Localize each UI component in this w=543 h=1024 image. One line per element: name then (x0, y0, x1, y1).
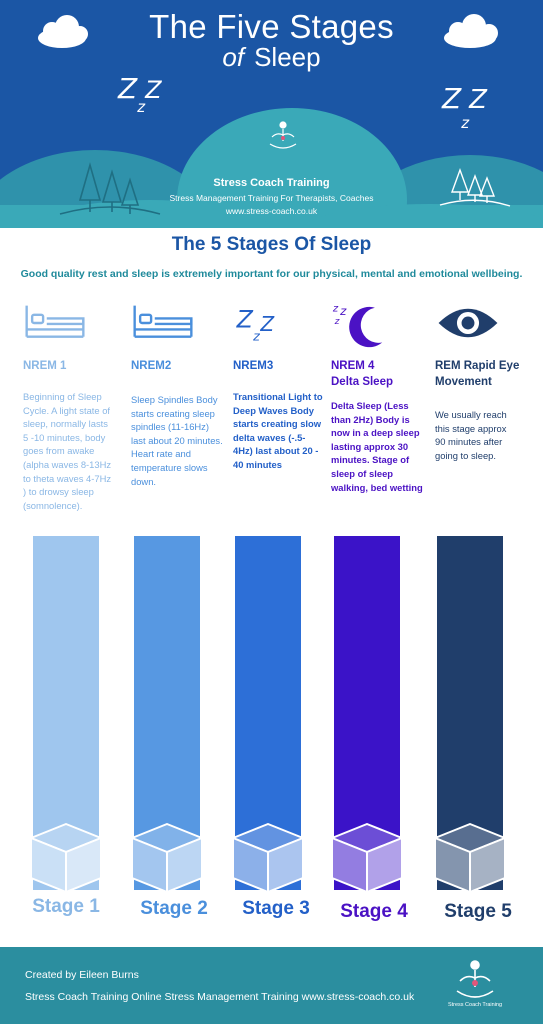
tree-icon (439, 167, 511, 207)
stage-description: Delta Sleep (Less than 2Hz) Body is now … (331, 400, 423, 493)
zzz-icon: ZzZ (442, 82, 487, 132)
brand-tagline: Stress Management Training For Therapist… (169, 193, 374, 203)
stage-name: NREM 4 Delta Sleep (331, 360, 393, 388)
stage-label: Stage 5 (444, 901, 512, 922)
title-of: of (222, 42, 245, 72)
brand-url[interactable]: www.stress-coach.co.uk (225, 206, 318, 216)
logo-icon (269, 121, 297, 149)
header-banner: The Five Stages of Sleep ZzZ ZzZ Stress C… (0, 0, 543, 228)
stage-name: NREM3 (233, 360, 274, 372)
cube-icon (434, 823, 506, 893)
bed-icon (131, 300, 223, 356)
svg-text:z: z (252, 329, 260, 344)
svg-text:Z: Z (259, 312, 275, 336)
stage-name: NREM2 (131, 360, 172, 372)
intro-text: Good quality rest and sleep is extremely… (20, 268, 523, 280)
header-scenery (0, 14, 543, 228)
svg-text:z: z (332, 303, 339, 314)
svg-text:z: z (339, 304, 347, 318)
footer-text: Stress Coach Training Online Stress Mana… (25, 991, 415, 1003)
stage-description: Beginning of Sleep Cycle. A light state … (23, 391, 112, 511)
cloud-icon (38, 15, 88, 48)
cube-icon (30, 823, 102, 893)
stage-label: Stage 3 (242, 898, 310, 919)
stage-description: Sleep Spindles Body starts creating slee… (131, 394, 223, 487)
svg-text:z: z (334, 317, 340, 327)
bed-icon (23, 300, 115, 356)
page-subtitle: of Sleep (0, 42, 543, 73)
stage-label: Stage 4 (340, 901, 408, 922)
logo-icon (456, 960, 494, 998)
stage-name: NREM 1 (23, 360, 67, 372)
cube-icon (331, 823, 403, 893)
stage-description: We usually reach this stage approx 90 mi… (435, 409, 507, 461)
section-heading: The 5 Stages Of Sleep (171, 234, 372, 255)
title-sleep: Sleep (254, 42, 321, 72)
stage-name: REM Rapid Eye Movement (435, 360, 520, 388)
footer-logo-name: Stress Coach Training (447, 1002, 503, 1008)
cube-icon (131, 823, 203, 893)
page-title: The Five Stages (149, 8, 394, 45)
footer: Created by Eileen Burns Stress Coach Tra… (0, 947, 543, 1024)
stage-description: Transitional Light to Deep Waves Body st… (233, 391, 323, 470)
cube-icon (232, 823, 304, 893)
stage-bars (30, 536, 506, 893)
cloud-icon (444, 14, 498, 48)
eye-icon (435, 300, 527, 356)
brand-name: Stress Coach Training (213, 177, 330, 189)
svg-text:Z: Z (236, 306, 254, 334)
footer-credit: Created by Eileen Burns (25, 969, 139, 981)
stage-label: Stage 1 (32, 896, 100, 917)
stage-label: Stage 2 (140, 898, 208, 919)
zzz-icon: ZzZ (118, 72, 162, 116)
tree-icon (59, 162, 161, 215)
